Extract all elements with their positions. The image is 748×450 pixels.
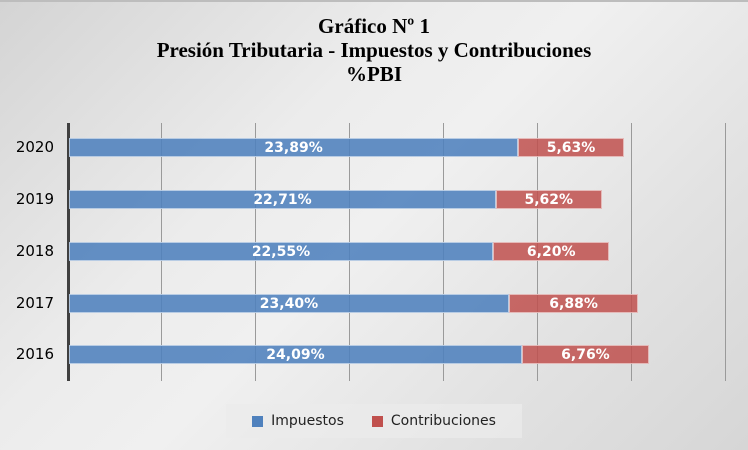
legend-label-contribuciones: Contribuciones — [390, 413, 496, 429]
legend-label-impuestos: Impuestos — [271, 413, 344, 429]
bar-impuestos[interactable]: 22,55% — [69, 242, 493, 261]
chart-title-line1: Gráfico Nº 1 — [318, 14, 430, 38]
data-label: 23,40% — [259, 295, 319, 312]
legend-swatch-impuestos — [252, 415, 264, 427]
data-label: 5,63% — [546, 139, 596, 156]
bar-contribuciones[interactable]: 5,63% — [518, 138, 624, 157]
bar-contribuciones[interactable]: 6,20% — [492, 242, 610, 261]
legend-item-contribuciones[interactable]: Contribuciones — [371, 413, 496, 429]
category-label: 2018 — [15, 242, 54, 260]
bar-impuestos[interactable]: 23,89% — [69, 138, 519, 157]
bar-contribuciones[interactable]: 5,62% — [495, 190, 602, 209]
bar-contribuciones[interactable]: 6,76% — [521, 345, 649, 364]
data-label: 22,55% — [251, 243, 311, 260]
legend: Impuestos Contribuciones — [226, 404, 522, 438]
chart-title-line3: %PBI — [345, 62, 402, 86]
category-axis-line — [67, 123, 70, 381]
data-label: 5,62% — [524, 191, 574, 208]
category-label: 2019 — [15, 190, 54, 208]
category-label: 2020 — [15, 138, 54, 156]
data-label: 24,09% — [266, 346, 325, 363]
gridline — [725, 123, 726, 381]
data-label: 6,76% — [561, 346, 610, 363]
chart-title-line2: Presión Tributaria - Impuestos y Contrib… — [156, 38, 592, 62]
gridline — [631, 123, 632, 381]
bar-impuestos[interactable]: 22,71% — [69, 190, 496, 209]
bar-impuestos[interactable]: 24,09% — [69, 345, 522, 364]
bar-impuestos[interactable]: 23,40% — [69, 294, 509, 313]
data-label: 6,20% — [526, 243, 576, 260]
category-label: 2016 — [15, 345, 54, 363]
chart-title: Gráfico Nº 1 Presión Tributaria - Impues… — [0, 14, 748, 86]
legend-item-impuestos[interactable]: Impuestos — [252, 413, 344, 429]
legend-swatch-contribuciones — [371, 415, 383, 427]
bar-contribuciones[interactable]: 6,88% — [508, 294, 639, 313]
data-label: 23,89% — [264, 139, 323, 156]
category-label: 2017 — [15, 294, 54, 312]
data-label: 22,71% — [253, 191, 312, 208]
data-label: 6,88% — [549, 295, 598, 312]
